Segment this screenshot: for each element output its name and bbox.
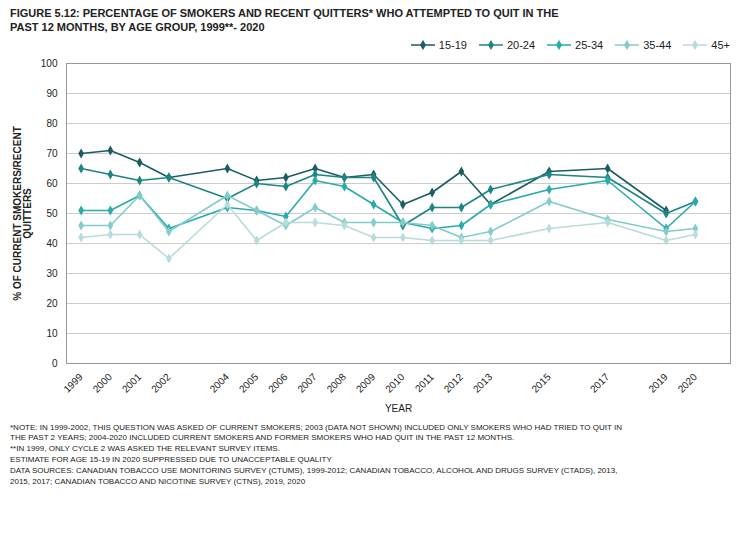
svg-text:2006: 2006 <box>266 371 290 395</box>
svg-text:2001: 2001 <box>120 371 144 395</box>
svg-text:90: 90 <box>46 87 58 98</box>
svg-text:2004: 2004 <box>208 371 232 395</box>
svg-text:2011: 2011 <box>413 371 436 394</box>
svg-text:1999: 1999 <box>61 371 85 395</box>
svg-text:2020: 2020 <box>676 371 700 395</box>
svg-text:2017: 2017 <box>588 371 612 395</box>
svg-text:60: 60 <box>46 177 58 188</box>
html-text:45+: 45+ <box>711 38 730 51</box>
html-text:25-34: 25-34 <box>575 38 604 51</box>
html-text:FIGURE 5.12: PERCENTAGE OF SMO: FIGURE 5.12: PERCENTAGE OF SMOKERS AND R… <box>10 7 559 34</box>
svg-text:10: 10 <box>46 327 58 338</box>
svg-text:100: 100 <box>41 57 58 68</box>
html-text:15-19: 15-19 <box>438 38 467 51</box>
svg-text:2000: 2000 <box>91 371 115 395</box>
svg-text:% OF CURRENT SMOKERS/RECENTQUI: % OF CURRENT SMOKERS/RECENTQUITTERS <box>12 126 33 300</box>
svg-text:2007: 2007 <box>295 371 319 395</box>
svg-text:2012: 2012 <box>442 371 466 395</box>
svg-text:2013: 2013 <box>471 371 495 395</box>
svg-text:2015: 2015 <box>529 371 553 395</box>
svg-text:YEAR: YEAR <box>385 402 412 413</box>
svg-text:70: 70 <box>46 147 58 158</box>
svg-text:80: 80 <box>46 117 58 128</box>
svg-text:2019: 2019 <box>646 371 670 395</box>
html-text:*NOTE: IN 1999-2002, THIS QUES: *NOTE: IN 1999-2002, THIS QUESTION WAS A… <box>10 422 622 486</box>
svg-text:30: 30 <box>46 267 58 278</box>
svg-text:50: 50 <box>46 207 58 218</box>
html-text:20-24: 20-24 <box>506 38 535 51</box>
svg-text:40: 40 <box>46 237 58 248</box>
svg-text:20: 20 <box>46 297 58 308</box>
html-text:35-44: 35-44 <box>643 38 672 51</box>
svg-text:2005: 2005 <box>237 371 261 395</box>
svg-text:2008: 2008 <box>325 371 349 395</box>
svg-text:2010: 2010 <box>383 371 407 395</box>
svg-text:0: 0 <box>52 357 58 368</box>
svg-text:2009: 2009 <box>354 371 378 395</box>
svg-text:2002: 2002 <box>149 371 173 395</box>
